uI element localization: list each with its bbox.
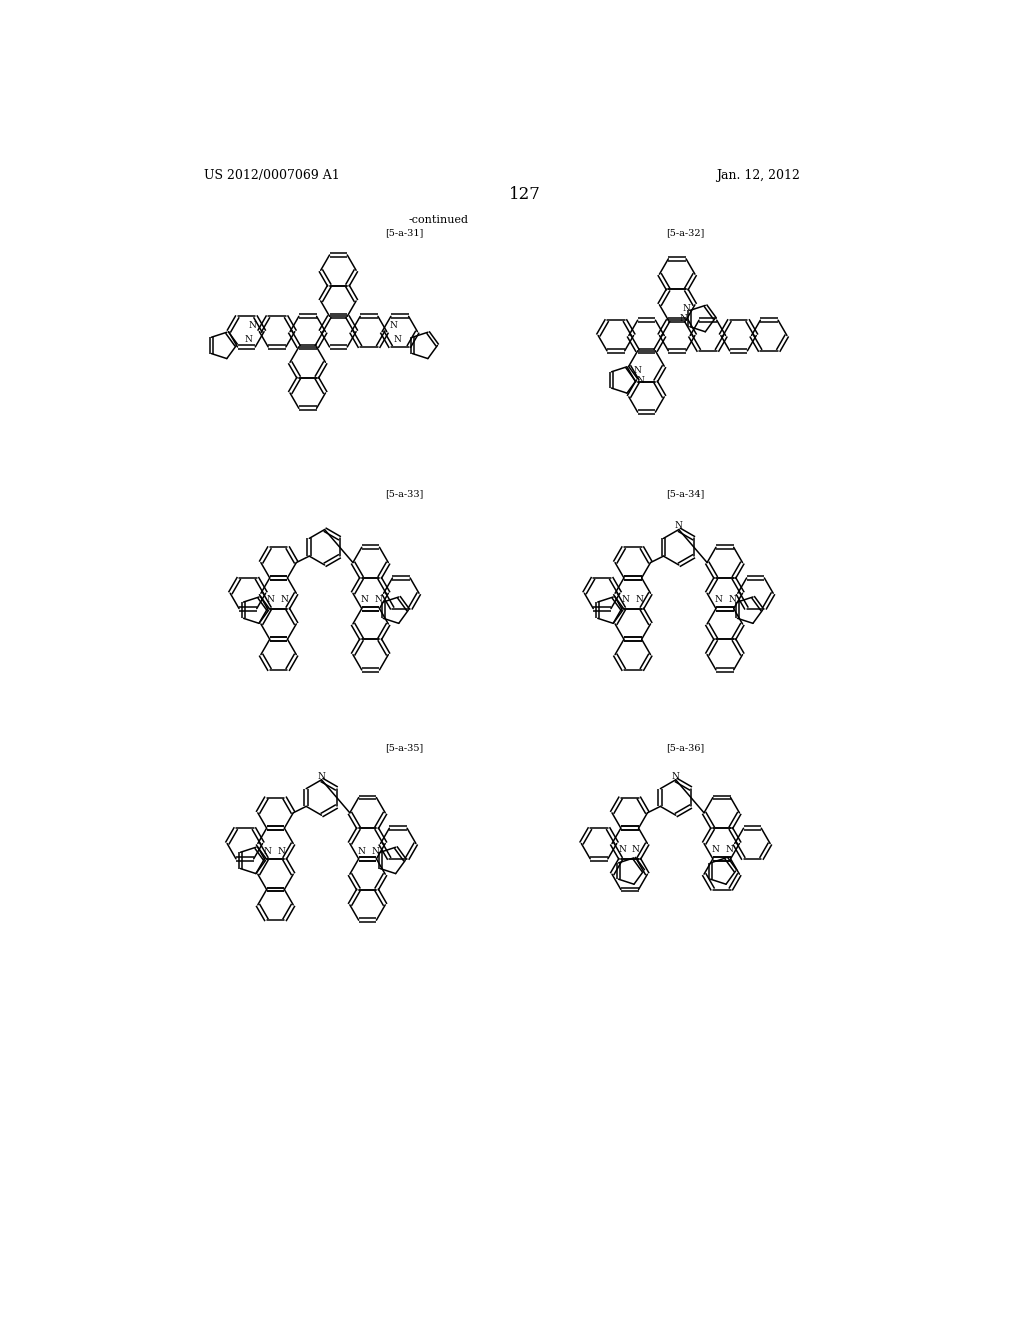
Text: N: N [634,366,641,375]
Text: Jan. 12, 2012: Jan. 12, 2012 [716,169,800,182]
Text: 127: 127 [509,186,541,203]
Text: N: N [372,846,379,855]
Text: N: N [632,845,640,854]
Text: N: N [375,595,382,605]
Text: N: N [264,846,271,855]
Text: N: N [245,335,253,343]
Text: N: N [715,595,723,605]
Text: N: N [679,314,687,323]
Text: N: N [360,595,369,605]
Text: N: N [675,521,683,531]
Text: N: N [672,772,680,781]
Text: N: N [712,845,720,854]
Text: N: N [281,595,289,605]
Text: [5-a-31]: [5-a-31] [385,228,423,238]
Text: N: N [683,304,690,313]
Text: N: N [390,321,397,330]
Text: [5-a-34]: [5-a-34] [666,488,705,498]
Text: [5-a-33]: [5-a-33] [385,488,423,498]
Text: [5-a-32]: [5-a-32] [666,228,705,238]
Text: N: N [637,375,644,384]
Text: N: N [618,845,626,854]
Text: N: N [393,335,401,343]
Text: N: N [267,595,274,605]
Text: -continued: -continued [409,215,469,224]
Text: N: N [725,845,733,854]
Text: N: N [278,846,286,855]
Text: [5-a-36]: [5-a-36] [666,743,705,752]
Text: N: N [249,321,256,330]
Text: N: N [728,595,736,605]
Text: US 2012/0007069 A1: US 2012/0007069 A1 [204,169,340,182]
Text: [5-a-35]: [5-a-35] [385,743,423,752]
Text: N: N [622,595,629,605]
Text: N: N [635,595,643,605]
Text: N: N [317,772,326,781]
Text: N: N [357,846,366,855]
